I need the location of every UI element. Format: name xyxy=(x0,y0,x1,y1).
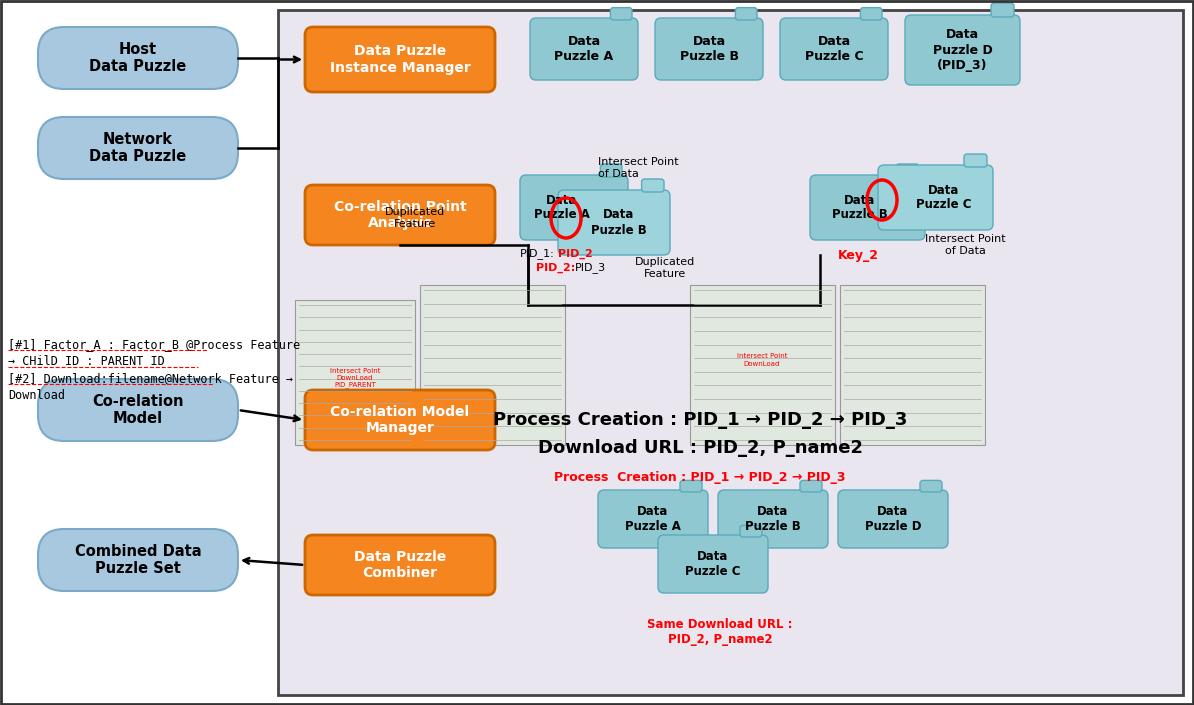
FancyBboxPatch shape xyxy=(658,535,768,593)
Text: Data
Puzzle D: Data Puzzle D xyxy=(864,505,922,533)
Text: Data
Puzzle A: Data Puzzle A xyxy=(554,35,614,63)
Text: Intersect Point
of Data: Intersect Point of Data xyxy=(924,234,1005,256)
Text: Key_2: Key_2 xyxy=(837,248,879,262)
Text: Data
Puzzle A: Data Puzzle A xyxy=(626,505,681,533)
Text: Data
Puzzle B: Data Puzzle B xyxy=(591,209,647,236)
FancyBboxPatch shape xyxy=(861,8,882,20)
Text: Co-relation
Model: Co-relation Model xyxy=(92,394,184,427)
FancyBboxPatch shape xyxy=(905,15,1020,85)
FancyBboxPatch shape xyxy=(610,8,632,20)
FancyBboxPatch shape xyxy=(740,525,762,537)
Text: → CHilD ID : PARENT ID: → CHilD ID : PARENT ID xyxy=(8,355,165,368)
Bar xyxy=(295,300,416,445)
Text: PID_3: PID_3 xyxy=(576,262,607,274)
FancyBboxPatch shape xyxy=(530,18,638,80)
FancyBboxPatch shape xyxy=(304,390,496,450)
FancyBboxPatch shape xyxy=(38,117,238,179)
Text: Co-relation Model
Manager: Co-relation Model Manager xyxy=(331,405,469,435)
FancyBboxPatch shape xyxy=(656,18,763,80)
Bar xyxy=(841,285,985,445)
FancyBboxPatch shape xyxy=(780,18,888,80)
Text: Data
Puzzle C: Data Puzzle C xyxy=(805,35,863,63)
Bar xyxy=(420,285,565,445)
Text: Download URL : PID_2, P_name2: Download URL : PID_2, P_name2 xyxy=(537,439,862,457)
Text: Co-relation Point
Analysis: Co-relation Point Analysis xyxy=(333,200,467,230)
FancyBboxPatch shape xyxy=(304,27,496,92)
Text: [#2] Download:filename@Network Feature →: [#2] Download:filename@Network Feature → xyxy=(8,372,293,385)
Text: Same Download URL :
PID_2, P_name2: Same Download URL : PID_2, P_name2 xyxy=(647,618,793,646)
Text: Host
Data Puzzle: Host Data Puzzle xyxy=(90,42,186,74)
FancyBboxPatch shape xyxy=(38,27,238,89)
FancyBboxPatch shape xyxy=(991,3,1014,17)
FancyBboxPatch shape xyxy=(736,8,757,20)
Text: Combined Data
Puzzle Set: Combined Data Puzzle Set xyxy=(75,544,202,576)
Text: [#1] Factor_A : Factor_B @Process Feature: [#1] Factor_A : Factor_B @Process Featur… xyxy=(8,338,300,351)
FancyBboxPatch shape xyxy=(601,164,622,177)
FancyBboxPatch shape xyxy=(304,185,496,245)
FancyBboxPatch shape xyxy=(838,490,948,548)
Text: Network
Data Puzzle: Network Data Puzzle xyxy=(90,132,186,164)
FancyBboxPatch shape xyxy=(921,480,942,492)
Bar xyxy=(278,10,1183,695)
Text: Data
Puzzle C: Data Puzzle C xyxy=(916,183,971,212)
FancyBboxPatch shape xyxy=(598,490,708,548)
Text: Data Puzzle
Combiner: Data Puzzle Combiner xyxy=(353,550,447,580)
Text: Intersect Point
of Data: Intersect Point of Data xyxy=(598,157,678,179)
Bar xyxy=(690,285,835,445)
Text: Data
Puzzle A: Data Puzzle A xyxy=(534,193,590,221)
Text: Intersect Point
DownLoad: Intersect Point DownLoad xyxy=(737,353,787,367)
Text: Data
Puzzle C: Data Puzzle C xyxy=(685,550,740,578)
Text: Data
Puzzle B: Data Puzzle B xyxy=(745,505,801,533)
Text: Data Puzzle
Instance Manager: Data Puzzle Instance Manager xyxy=(330,44,470,75)
FancyBboxPatch shape xyxy=(38,379,238,441)
FancyBboxPatch shape xyxy=(800,480,821,492)
FancyBboxPatch shape xyxy=(878,165,993,230)
FancyBboxPatch shape xyxy=(304,535,496,595)
Text: Process  Creation : PID_1 → PID_2 → PID_3: Process Creation : PID_1 → PID_2 → PID_3 xyxy=(554,472,845,484)
Text: Duplicated
Feature: Duplicated Feature xyxy=(384,207,445,229)
Text: Duplicated
Feature: Duplicated Feature xyxy=(635,257,695,278)
FancyBboxPatch shape xyxy=(558,190,670,255)
FancyBboxPatch shape xyxy=(810,175,925,240)
Text: PID_1:: PID_1: xyxy=(521,249,555,259)
FancyBboxPatch shape xyxy=(641,179,664,192)
Text: Data
Puzzle D
(PID_3): Data Puzzle D (PID_3) xyxy=(933,28,992,71)
Text: Data
Puzzle B: Data Puzzle B xyxy=(832,193,887,221)
FancyBboxPatch shape xyxy=(964,154,987,167)
FancyBboxPatch shape xyxy=(521,175,628,240)
Text: Process Creation : PID_1 → PID_2 → PID_3: Process Creation : PID_1 → PID_2 → PID_3 xyxy=(493,411,907,429)
Text: PID_2:: PID_2: xyxy=(536,263,576,273)
FancyBboxPatch shape xyxy=(718,490,827,548)
FancyBboxPatch shape xyxy=(681,480,702,492)
Text: Data
Puzzle B: Data Puzzle B xyxy=(679,35,739,63)
Text: Intersect Point
DownLoad
PID_PARENT: Intersect Point DownLoad PID_PARENT xyxy=(330,367,380,388)
Text: PID_2: PID_2 xyxy=(558,249,592,259)
FancyBboxPatch shape xyxy=(896,164,919,177)
FancyBboxPatch shape xyxy=(38,529,238,591)
Text: Download: Download xyxy=(8,389,64,402)
